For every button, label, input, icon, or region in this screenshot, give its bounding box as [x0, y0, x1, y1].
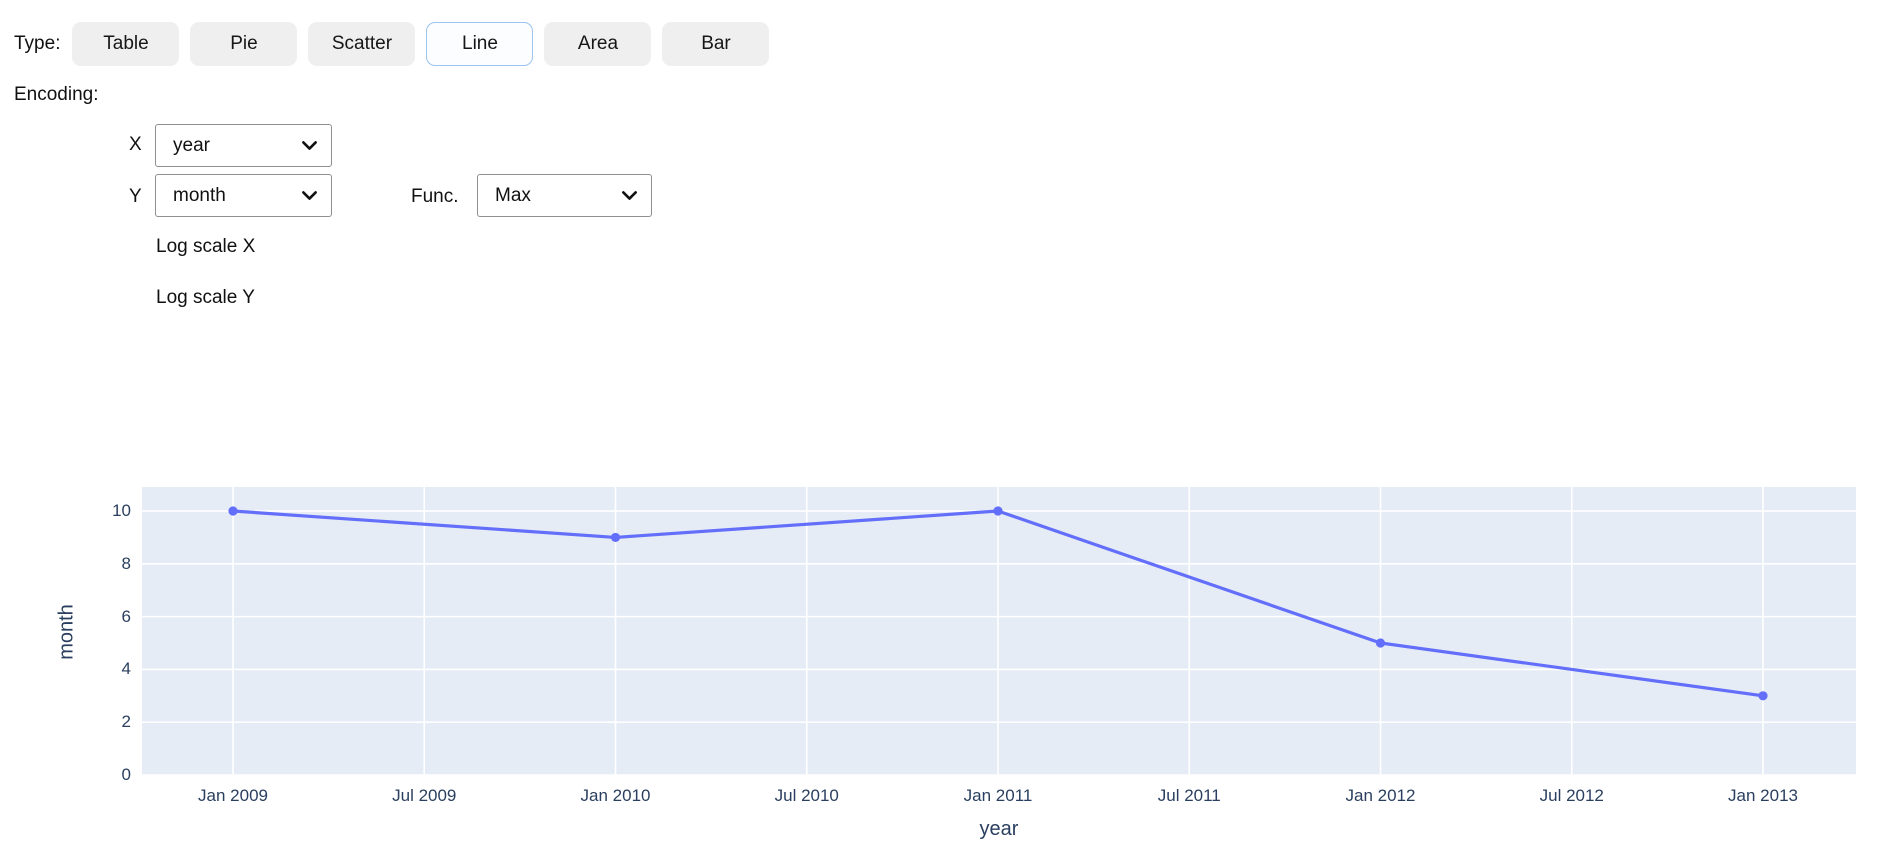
y-tick-label: 0 [121, 765, 131, 784]
y-encoding-label: Y [129, 186, 142, 207]
log-scale-y-label[interactable]: Log scale Y [156, 287, 255, 308]
x-encoding-select[interactable]: year [155, 124, 332, 167]
func-label: Func. [411, 186, 459, 207]
y-tick-label: 6 [121, 606, 131, 626]
y-encoding-select[interactable]: month [155, 174, 332, 217]
encoding-title: Encoding: [14, 84, 99, 105]
chart-type-toolbar: Type: Table Pie Scatter Line Area Bar [14, 22, 780, 66]
type-button-bar[interactable]: Bar [662, 22, 770, 66]
y-tick-label: 10 [112, 501, 131, 521]
x-tick-label: Jan 2009 [198, 786, 268, 805]
y-tick-label: 8 [121, 553, 131, 573]
y-axis-title: month [55, 604, 78, 660]
x-tick-label: Jul 2009 [392, 786, 457, 805]
type-button-pie[interactable]: Pie [190, 22, 298, 66]
x-tick-label: Jan 2011 [963, 786, 1033, 805]
type-label: Type: [14, 33, 61, 54]
x-tick-label: Jan 2010 [580, 786, 651, 805]
type-button-area[interactable]: Area [544, 22, 652, 66]
x-encoding-label: X [129, 134, 142, 155]
func-select-wrap: Max [477, 174, 652, 217]
x-tick-label: Jul 2010 [774, 786, 839, 805]
x-tick-label: Jan 2013 [1728, 786, 1798, 805]
log-scale-x-label[interactable]: Log scale X [156, 236, 256, 257]
x-axis-title: year [979, 818, 1019, 840]
y-tick-label: 4 [121, 659, 131, 679]
x-tick-label: Jan 2012 [1345, 786, 1416, 805]
y-encoding-select-wrap: month [155, 174, 332, 217]
y-tick-label: 2 [121, 712, 131, 732]
type-button-scatter[interactable]: Scatter [308, 22, 416, 66]
type-button-line[interactable]: Line [426, 22, 534, 66]
func-select[interactable]: Max [477, 174, 652, 217]
type-button-group: Table Pie Scatter Line Area Bar [72, 22, 780, 66]
type-button-table[interactable]: Table [72, 22, 180, 66]
x-tick-label: Jul 2012 [1539, 786, 1604, 805]
x-encoding-select-wrap: year [155, 124, 332, 167]
plot-area[interactable] [142, 487, 1856, 775]
x-tick-label: Jul 2011 [1157, 786, 1221, 805]
